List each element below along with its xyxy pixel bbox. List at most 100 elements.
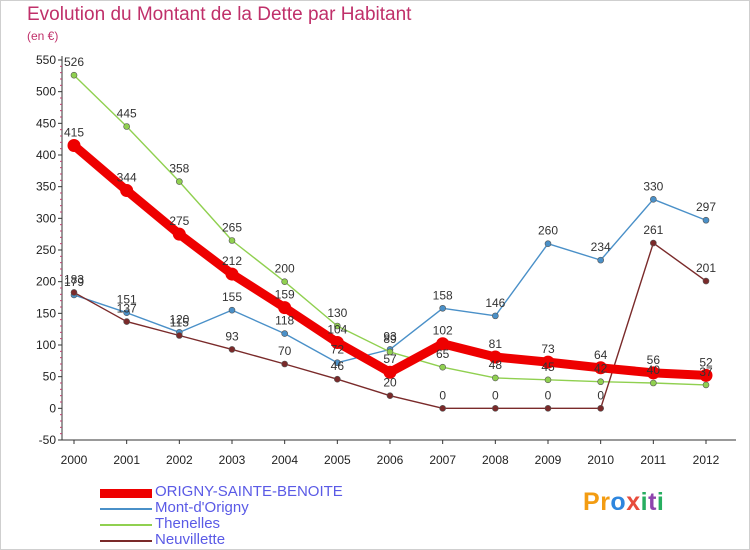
legend-swatch (100, 489, 152, 498)
y-tick-label: 500 (36, 85, 56, 99)
legend-swatch (100, 508, 152, 510)
y-tick-label: -50 (39, 433, 57, 447)
data-label: 0 (597, 388, 604, 402)
data-point (650, 196, 657, 203)
chart-title: Evolution du Montant de la Dette par Hab… (27, 4, 412, 25)
data-label: 37 (699, 365, 713, 379)
series-0 (67, 139, 713, 382)
data-label: 0 (492, 388, 499, 402)
data-point (70, 71, 78, 79)
data-point (281, 360, 288, 368)
data-point (597, 378, 604, 386)
data-label: 20 (383, 376, 397, 390)
data-label: 183 (64, 272, 84, 286)
data-label: 201 (696, 261, 716, 275)
data-label: 64 (594, 348, 608, 362)
data-point (544, 240, 552, 247)
x-tick-label: 2003 (219, 453, 246, 467)
data-label: 120 (169, 312, 189, 326)
data-point (386, 348, 394, 356)
data-label: 89 (383, 332, 397, 346)
data-label: 118 (275, 314, 294, 328)
data-point (172, 227, 186, 241)
series-2 (70, 71, 710, 389)
proxiti-logo: Proxiti (583, 488, 664, 517)
data-point (334, 322, 341, 330)
data-point (281, 278, 288, 285)
data-point (492, 312, 499, 320)
data-point (278, 301, 292, 315)
data-point (702, 277, 710, 285)
data-label: 151 (117, 293, 137, 307)
data-point (439, 363, 446, 371)
data-point (383, 365, 397, 379)
legend-swatch (100, 540, 152, 542)
data-label: 526 (64, 55, 84, 69)
data-point (123, 123, 130, 130)
data-point (544, 376, 552, 384)
data-label: 415 (64, 126, 84, 140)
data-label: 130 (327, 306, 347, 320)
x-tick-label: 2008 (482, 453, 509, 467)
data-label: 46 (331, 359, 345, 373)
data-point (436, 337, 450, 351)
data-point (334, 359, 341, 367)
data-point (650, 379, 657, 387)
data-label: 0 (439, 388, 446, 402)
data-label: 261 (643, 223, 663, 237)
data-label: 200 (275, 262, 295, 276)
data-point (228, 306, 236, 314)
data-label: 330 (643, 179, 663, 193)
data-label: 42 (594, 362, 608, 376)
x-tick-label: 2011 (640, 453, 666, 467)
data-point (228, 237, 236, 244)
data-point (176, 332, 183, 339)
data-point (597, 405, 604, 412)
data-point (386, 392, 394, 399)
x-tick-label: 2009 (535, 453, 562, 467)
data-point (702, 381, 710, 389)
y-tick-label: 200 (36, 275, 56, 289)
data-point (597, 256, 604, 264)
series-3 (70, 239, 710, 412)
data-point (334, 375, 341, 383)
y-tick-label: 0 (49, 401, 56, 415)
data-label: 81 (489, 337, 503, 351)
data-label: 73 (541, 342, 555, 356)
y-tick-label: 450 (36, 116, 56, 130)
data-point (699, 368, 713, 382)
data-point (646, 366, 660, 380)
y-tick-label: 400 (36, 148, 56, 162)
legend-label: Neuvillette (155, 531, 226, 548)
y-tick-label: 150 (36, 306, 56, 320)
data-label: 445 (117, 107, 137, 121)
data-label: 297 (696, 200, 716, 214)
data-label: 158 (433, 288, 453, 302)
x-tick-label: 2001 (113, 453, 140, 467)
data-label: 93 (383, 329, 397, 343)
data-point (70, 289, 78, 296)
data-label: 40 (647, 363, 661, 377)
y-tick-label: 100 (36, 338, 56, 352)
data-label: 137 (117, 302, 137, 316)
x-tick-label: 2002 (166, 453, 193, 467)
y-tick-label: 550 (36, 53, 56, 67)
x-tick-label: 2007 (429, 453, 456, 467)
data-point (594, 361, 608, 375)
data-point (123, 309, 130, 317)
data-label: 93 (225, 329, 239, 343)
y-tick-label: 300 (36, 211, 56, 225)
data-point (67, 139, 81, 152)
data-label: 260 (538, 224, 558, 238)
x-tick-label: 2004 (271, 453, 298, 467)
data-label: 56 (647, 353, 661, 367)
data-label: 212 (222, 254, 242, 268)
logo-letter: o (610, 488, 627, 516)
data-label: 159 (275, 288, 295, 302)
x-tick-label: 2000 (61, 453, 88, 467)
data-point (225, 267, 239, 281)
data-label: 0 (545, 388, 552, 402)
data-label: 344 (117, 170, 137, 184)
data-label: 275 (169, 214, 189, 228)
